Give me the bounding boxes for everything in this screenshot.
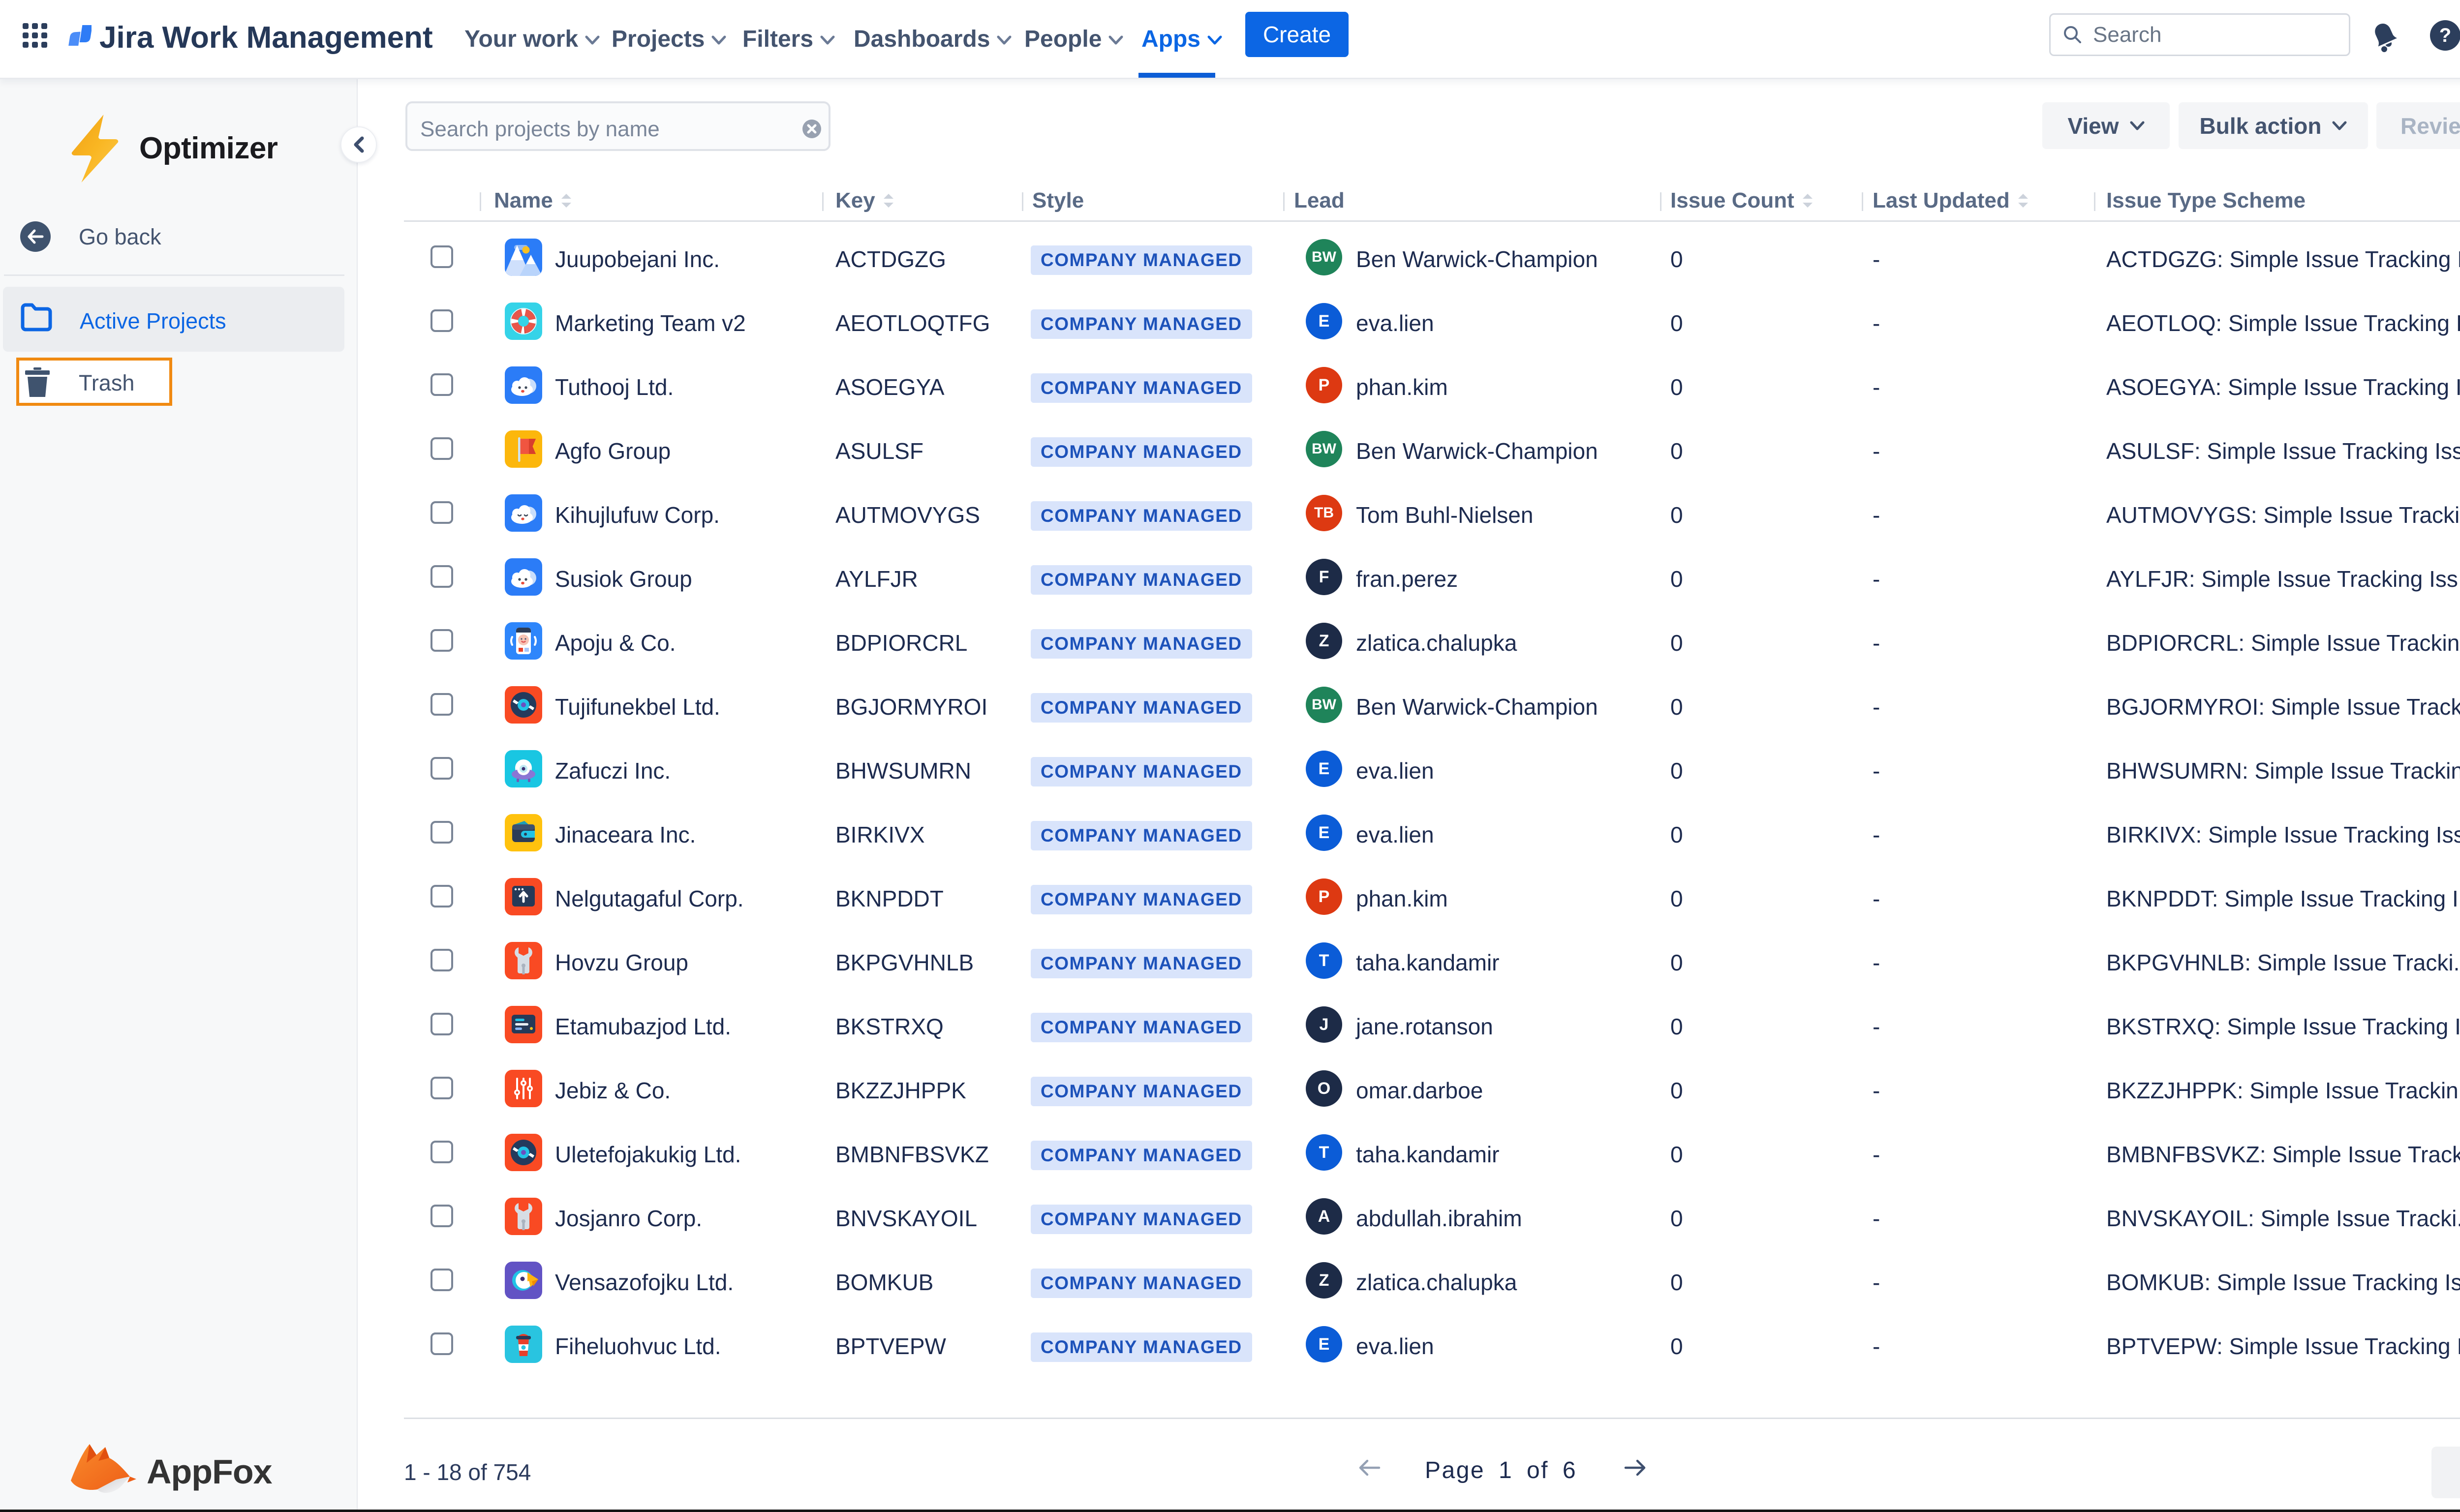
svg-text:?: ? <box>2439 25 2451 46</box>
